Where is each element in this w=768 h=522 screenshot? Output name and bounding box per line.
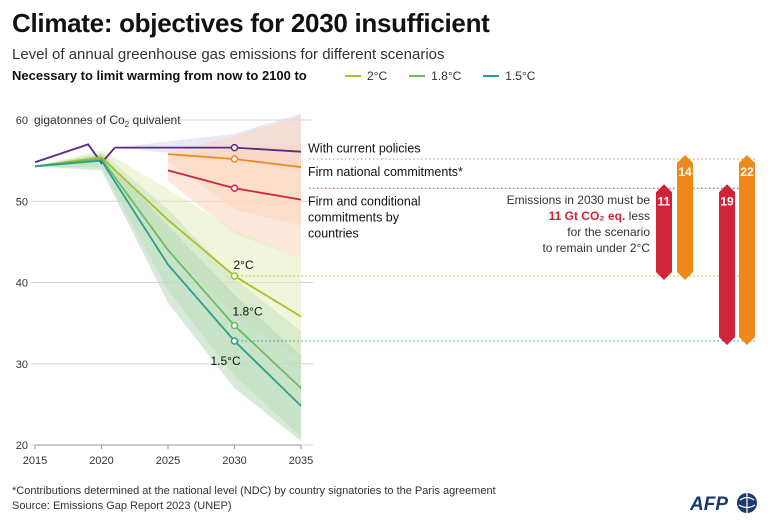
gap-bar-2 (677, 155, 693, 280)
y-tick-label-60: 60 (16, 115, 28, 127)
series-line-1-8-c (34, 158, 302, 389)
gap-bar-1 (656, 184, 672, 280)
legend-label-1-8c: 1.8°C (431, 69, 462, 83)
y-axis-label: gigatonnes of Co2 quivalent (34, 113, 181, 129)
series-line-historical (34, 143, 116, 165)
marker-2030-1-8-c (230, 321, 239, 330)
annotation-line-4: to remain under 2°C (542, 241, 650, 255)
marker-2030-firm-national-commitments (230, 155, 239, 163)
y-tick-label-50: 50 (16, 196, 28, 208)
series-line-1-5-c (34, 159, 302, 407)
legend-item-1-8c: 1.8°C (409, 69, 461, 83)
y-tick-label-20: 20 (16, 440, 28, 452)
series-label-with-current-policies: With current policies (308, 142, 421, 156)
series-label-firm-and-conditional-commitments-by-countries: Firm and conditional commitments by countr… (308, 194, 421, 240)
x-tick-label-2035: 2035 (289, 455, 313, 467)
legend-swatch-1-5c (483, 75, 500, 77)
legend-label-1-5c: 1.5°C (505, 69, 536, 83)
marker-2030-2-c (230, 272, 239, 280)
gap-value-2: 14 (678, 165, 692, 179)
x-tick-label-2015: 2015 (23, 455, 47, 467)
marker-2030-with-current-policies (230, 143, 239, 152)
x-tick-label-2030: 2030 (222, 455, 246, 467)
legend: 2°C 1.8°C 1.5°C (345, 69, 535, 83)
gap-value-3: 19 (720, 194, 734, 208)
footnote: *Contributions determined at the nationa… (12, 485, 496, 497)
y-tick-label-40: 40 (16, 278, 28, 290)
afp-logo-icon: AFP (689, 493, 757, 515)
legend-swatch-2c (345, 75, 361, 77)
annotation-line-2: 11 Gt CO₂ eq. less (549, 209, 650, 223)
point-label-1-8-c: 1.8°C (233, 305, 263, 319)
page-title: Climate: objectives for 2030 insufficien… (12, 8, 490, 38)
afp-logo-text: AFP (690, 494, 728, 515)
gap-value-1: 11 (658, 194, 671, 208)
legend-label-2c: 2°C (367, 69, 388, 83)
x-tick-label-2020: 2020 (89, 455, 113, 467)
gap-bar-3 (719, 184, 735, 345)
marker-2030-firm-and-conditional-commitments-by-countries (230, 184, 239, 192)
subtitle: Level of annual greenhouse gas emissions… (12, 46, 445, 63)
band-1-5-c (35, 154, 301, 441)
legend-item-1-5c: 1.5°C (483, 69, 535, 83)
point-label-1-5-c: 1.5°C (211, 354, 241, 368)
series-line-2-c (34, 156, 302, 318)
marker-2030-1-5-c (230, 337, 239, 345)
scenario-heading: Necessary to limit warming from now to 2… (12, 68, 307, 83)
source: Source: Emissions Gap Report 2023 (UNEP) (12, 500, 232, 512)
legend-swatch-1-8c (409, 75, 426, 77)
series-label-firm-national-commitments: Firm national commitments* (308, 165, 463, 179)
annotation-line-1: Emissions in 2030 must be (507, 193, 651, 207)
point-label-2-c: 2°C (234, 258, 254, 272)
annotation-line-3: for the scenario (567, 225, 650, 239)
y-tick-label-30: 30 (16, 359, 28, 371)
gap-value-4: 22 (740, 165, 754, 179)
band-firm-and-conditional-commitments-by-countries (168, 144, 301, 259)
gap-bar-4 (739, 155, 755, 345)
x-tick-label-2025: 2025 (156, 455, 180, 467)
afp-logo: AFP (689, 489, 760, 522)
legend-item-2c: 2°C (345, 69, 387, 83)
